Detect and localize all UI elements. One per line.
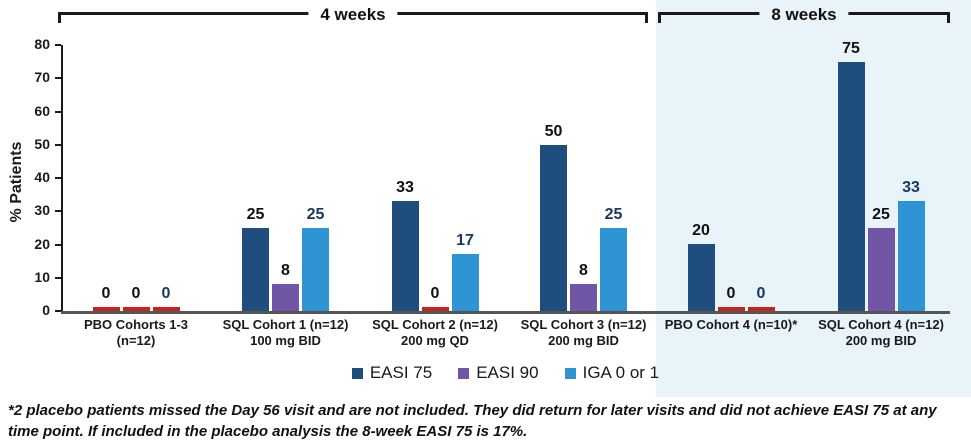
eight-weeks-bracket: 8 weeks — [658, 5, 950, 25]
y-tick-label: 0 — [42, 302, 50, 318]
x-label-line2: 200 mg BID — [845, 333, 917, 348]
x-label-line2: (n=12) — [116, 333, 156, 348]
legend: EASI 75 EASI 90 IGA 0 or 1 — [61, 363, 950, 383]
bar-iga-0-or-1 — [897, 201, 925, 311]
bar-value-label: 25 — [872, 206, 890, 223]
legend-item: EASI 90 — [458, 363, 539, 383]
x-label-line1: PBO Cohort 4 (n=10)* — [664, 317, 798, 332]
legend-swatch-icon — [564, 367, 576, 379]
bar-easi-90 — [867, 228, 895, 311]
footnote: *2 placebo patients missed the Day 56 vi… — [8, 402, 937, 440]
bar-easi-75 — [391, 201, 419, 311]
y-tick-label: 20 — [34, 235, 50, 252]
bar-iga-0-or-1 — [152, 307, 180, 311]
four-weeks-bracket: 4 weeks — [58, 5, 648, 25]
y-tick-mark — [55, 143, 61, 146]
four-weeks-label: 4 weeks — [308, 5, 398, 25]
bar-value-label: 0 — [131, 285, 141, 302]
bar-value-label: 75 — [842, 40, 860, 57]
y-tick-mark — [55, 310, 61, 312]
bar-value-label: 33 — [396, 179, 414, 196]
bar-easi-90 — [122, 307, 150, 311]
bar-value-label: 20 — [692, 222, 710, 239]
y-tick-label: 60 — [34, 102, 50, 119]
bar-value-label: 0 — [756, 285, 766, 302]
y-tick-label: 80 — [34, 36, 50, 52]
bar-easi-75 — [540, 145, 567, 311]
x-axis-baseline — [61, 311, 950, 314]
y-tick-label: 30 — [34, 202, 50, 219]
bar-value-label: 0 — [161, 285, 171, 302]
legend-swatch-icon — [458, 367, 470, 379]
x-label-line1: SQL Cohort 2 (n=12) — [372, 317, 498, 332]
x-label-line1: SQL Cohort 4 (n=12) — [818, 317, 944, 332]
x-label-line2: 200 mg QD — [401, 333, 469, 348]
y-tick-label: 70 — [34, 69, 50, 86]
legend-label: EASI 90 — [476, 363, 539, 382]
y-tick-mark — [55, 177, 61, 179]
bar-value-label: 25 — [604, 206, 623, 223]
x-label-line1: SQL Cohort 3 (n=12) — [520, 317, 647, 332]
bar-value-label: 0 — [101, 285, 111, 302]
legend-label: IGA 0 or 1 — [582, 363, 660, 382]
eight-weeks-label: 8 weeks — [759, 5, 849, 25]
bar-iga-0-or-1 — [600, 228, 627, 311]
bar-value-label: 17 — [456, 232, 474, 249]
bar-iga-0-or-1 — [451, 254, 479, 311]
bracket-tick-left — [658, 12, 661, 23]
x-label-line1: PBO Cohorts 1-3 — [83, 317, 188, 332]
bar-value-label: 0 — [430, 285, 440, 302]
bracket-tick-right — [947, 12, 950, 23]
x-label-line2: 200 mg BID — [548, 333, 619, 348]
bar-easi-75 — [837, 62, 865, 311]
bar-value-label: 50 — [544, 123, 563, 140]
bar-easi-75 — [687, 244, 715, 311]
x-axis-group-label: SQL Cohort 1 (n=12) 100 mg BID — [201, 317, 371, 349]
y-axis-line — [61, 45, 63, 312]
y-tick-label: 40 — [34, 169, 50, 185]
y-tick-label: 50 — [34, 135, 50, 152]
bar-iga-0-or-1 — [302, 228, 329, 311]
bar-iga-0-or-1 — [747, 307, 775, 311]
y-tick-mark — [55, 210, 61, 213]
legend-swatch-icon — [351, 367, 363, 379]
bar-value-label: 0 — [726, 285, 736, 302]
bar-value-label: 8 — [281, 262, 290, 279]
bar-easi-75 — [92, 307, 120, 311]
x-label-line2: 100 mg BID — [250, 333, 321, 348]
y-tick-mark — [55, 110, 61, 113]
x-axis-group-label: PBO Cohorts 1-3 (n=12) — [51, 317, 221, 349]
eight-weeks-shaded-panel — [656, 0, 971, 397]
y-tick-mark — [55, 243, 61, 246]
legend-label: EASI 75 — [369, 363, 433, 382]
bar-easi-90 — [421, 307, 449, 311]
x-axis-group-label: PBO Cohort 4 (n=10)* — [646, 317, 816, 333]
bar-easi-90 — [272, 284, 299, 311]
x-axis-group-label: SQL Cohort 3 (n=12) 200 mg BID — [499, 317, 669, 349]
y-tick-label: 10 — [34, 268, 50, 285]
legend-item: IGA 0 or 1 — [564, 363, 660, 383]
bracket-tick-left — [58, 12, 61, 23]
y-tick-mark — [55, 77, 61, 80]
y-tick-mark — [55, 44, 61, 46]
x-axis-group-label: SQL Cohort 4 (n=12) 200 mg BID — [796, 317, 966, 349]
bar-easi-75 — [242, 228, 269, 311]
bar-value-label: 25 — [306, 206, 325, 223]
bar-value-label: 8 — [579, 262, 588, 279]
y-tick-mark — [55, 276, 61, 279]
x-label-line1: SQL Cohort 1 (n=12) — [222, 317, 349, 332]
bar-value-label: 33 — [902, 179, 920, 196]
bracket-tick-right — [645, 12, 648, 23]
bar-easi-90 — [570, 284, 597, 311]
bar-easi-90 — [717, 307, 745, 311]
x-axis-group-label: SQL Cohort 2 (n=12) 200 mg QD — [350, 317, 520, 349]
legend-item: EASI 75 — [351, 363, 433, 383]
bar-value-label: 25 — [246, 206, 265, 223]
